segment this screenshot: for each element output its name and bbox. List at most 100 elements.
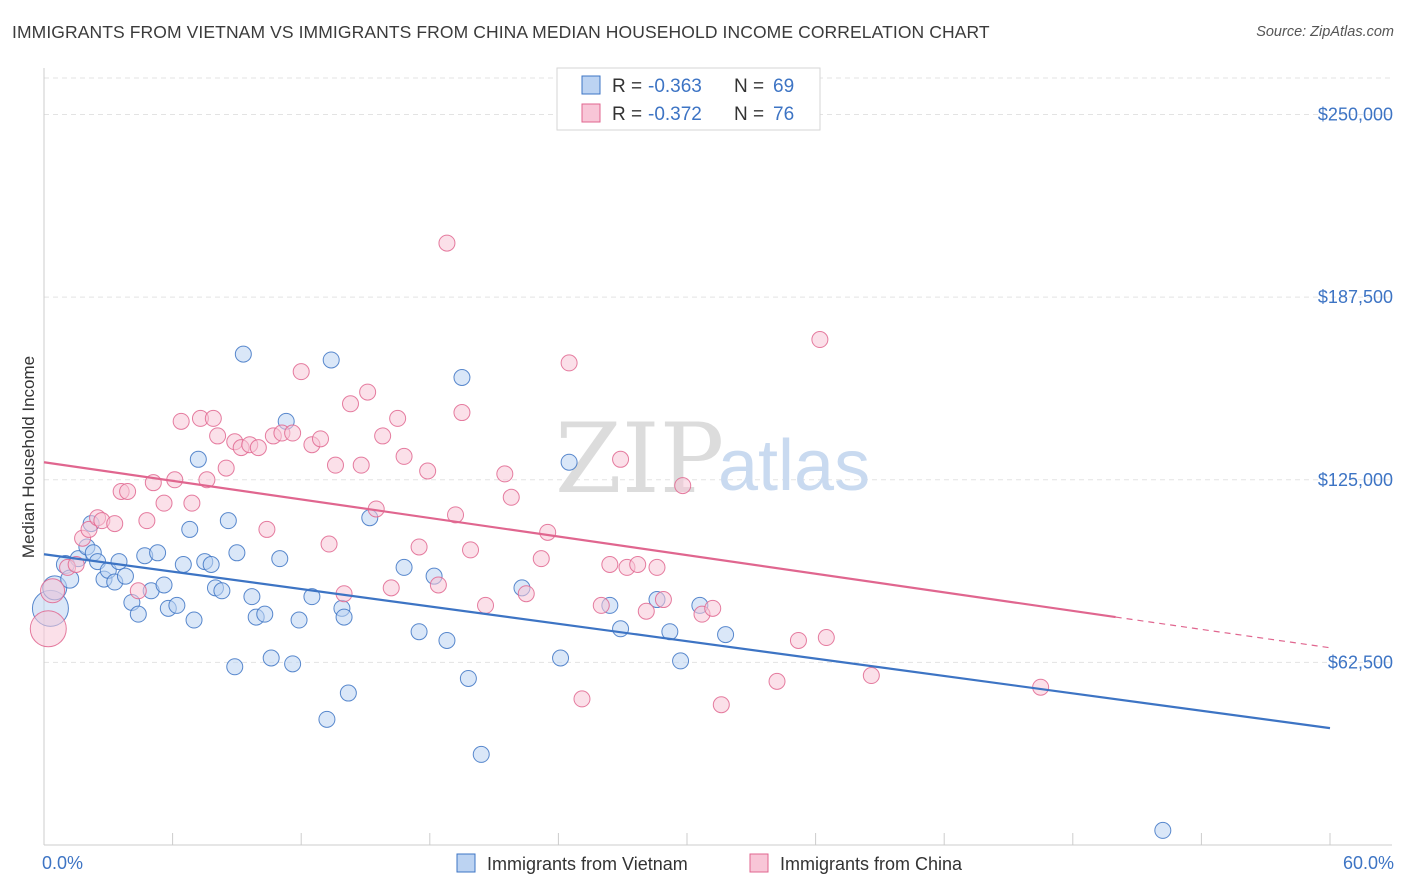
vietnam-point-41 [290,611,308,629]
vietnam-point-34 [243,588,261,606]
y-tick-label-0: $62,500 [1328,652,1393,672]
vietnam-point-12 [110,553,128,571]
y-axis-title: Median Household Income [19,356,38,558]
vietnam-point-15 [129,605,147,623]
china-point-34 [320,535,338,553]
china-point-21 [209,427,227,445]
vietnam-point-50 [410,623,428,641]
vietnam-point-32 [228,544,246,562]
china-point-66 [648,558,666,576]
trend-lines [43,461,1331,730]
china-point-16 [172,412,190,430]
trend-line-china-extension [1115,616,1331,649]
china-point-72 [768,672,786,690]
china-point-35 [326,456,344,474]
china-point-52 [477,596,495,614]
vietnam-point-65 [717,626,735,644]
vietnam-point-27 [202,555,220,573]
china-point-19 [198,471,216,489]
x-tick-marks [43,833,1331,845]
legend-r-label-vietnam: R = [612,76,642,97]
china-point-47 [429,576,447,594]
x-tick-label-max: 60.0% [1343,853,1394,873]
vietnam-point-19 [155,576,173,594]
china-point-22 [217,459,235,477]
watermark-atlas: atlas [718,426,870,506]
china-point-70 [704,599,722,617]
china-point-43 [389,409,407,427]
china-point-37 [341,395,359,413]
vietnam-point-66 [1154,821,1172,839]
legend-swatch-vietnam [581,75,601,95]
vietnam-point-23 [181,520,199,538]
grid-lines [44,77,1392,663]
china-point-48 [438,234,456,252]
vietnam-point-42 [303,588,321,606]
vietnam-point-25 [189,450,207,468]
china-point-3 [67,555,85,573]
vietnam-point-29 [213,582,231,600]
vietnam-point-33 [234,345,252,363]
china-point-74 [817,629,835,647]
vietnam-point-38 [271,550,289,568]
china-point-11 [129,582,147,600]
china-point-64 [629,555,647,573]
vietnam-point-57 [552,649,570,667]
bottom-legend-label-vietnam: Immigrants from Vietnam [487,854,688,874]
china-point-50 [453,404,471,422]
china-point-46 [419,462,437,480]
china-point-71 [712,696,730,714]
watermark: ZIP atlas [555,403,870,515]
watermark-zip: ZIP [555,403,724,515]
vietnam-point-54 [459,669,477,687]
series-china-points [29,234,1050,714]
bottom-legend-label-china: Immigrants from China [780,854,963,874]
vietnam-point-47 [339,684,357,702]
china-point-68 [674,477,692,495]
china-point-14 [155,494,173,512]
chart-source: Source: ZipAtlas.com [1256,24,1394,40]
legend-n-label-vietnam: N = [734,76,764,97]
china-point-45 [410,538,428,556]
china-point-17 [183,494,201,512]
axes [43,68,1392,846]
y-tick-labels: $62,500 $125,000 $187,500 $250,000 [1318,105,1393,673]
china-point-5 [80,520,98,538]
china-point-75 [811,331,829,349]
trend-line-vietnam [43,553,1331,730]
china-point-51 [462,541,480,559]
vietnam-point-55 [472,745,490,763]
vietnam-point-52 [438,631,456,649]
vietnam-point-21 [168,596,186,614]
china-point-44 [395,447,413,465]
vietnam-point-53 [453,368,471,386]
china-point-20 [204,409,222,427]
vietnam-point-22 [174,555,192,573]
vietnam-point-31 [226,658,244,676]
china-point-1 [40,578,66,604]
china-point-27 [258,520,276,538]
vietnam-point-44 [322,351,340,369]
chart-title: IMMIGRANTS FROM VIETNAM VS IMMIGRANTS FR… [12,22,990,42]
vietnam-point-58 [560,453,578,471]
legend-n-value-china: 76 [773,104,794,125]
china-point-62 [612,450,630,468]
vietnam-point-40 [284,655,302,673]
legend-r-value-vietnam: -0.363 [648,76,702,97]
bottom-legend: Immigrants from Vietnam Immigrants from … [456,853,963,874]
china-point-8 [106,515,124,533]
vietnam-point-24 [185,611,203,629]
china-point-31 [292,363,310,381]
china-point-0 [29,610,67,648]
vietnam-point-36 [256,605,274,623]
legend-r-label-china: R = [612,104,642,125]
vietnam-point-18 [149,544,167,562]
china-point-73 [789,631,807,649]
legend-swatch-china [581,103,601,123]
vietnam-point-63 [672,652,690,670]
china-point-33 [311,430,329,448]
china-point-39 [359,383,377,401]
china-point-59 [573,690,591,708]
bottom-legend-swatch-china [749,853,769,873]
